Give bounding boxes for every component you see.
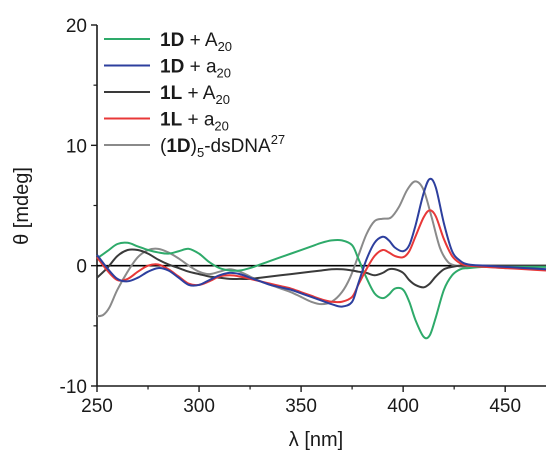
legend-label: 1D + a20	[160, 57, 231, 81]
series-line-1	[96, 238, 546, 340]
y-axis-label: θ [mdeg]	[11, 167, 33, 245]
x-tick-label: 250	[81, 396, 113, 417]
legend-label: (1D)5-dsDNA27	[160, 132, 285, 160]
legend-entry-1: 1D + A20	[104, 30, 232, 54]
x-tick-label: 300	[183, 396, 215, 417]
legend-label: 1L + a20	[160, 110, 229, 134]
series-line-2	[96, 177, 547, 308]
x-tick-label: 450	[489, 396, 521, 417]
axes: 250 300 350 400 450 -10 0 10 20	[60, 16, 546, 417]
y-tick-label: -10	[60, 377, 87, 398]
x-tick-label: 400	[387, 396, 419, 417]
legend-entry-2: 1D + a20	[104, 57, 231, 81]
x-axis-label: λ [nm]	[289, 429, 343, 451]
legend-entry-5: (1D)5-dsDNA27	[104, 132, 285, 160]
series-line-4	[96, 209, 547, 304]
series-line-5	[96, 180, 547, 318]
y-tick-label: 20	[66, 16, 87, 37]
legend-label: 1L + A20	[160, 83, 230, 107]
y-tick-label: 10	[66, 136, 87, 157]
y-tick-label: 0	[76, 257, 87, 278]
legend-entry-4: 1L + a20	[104, 110, 229, 134]
series-line-3	[96, 248, 546, 289]
x-tick-label: 350	[285, 396, 317, 417]
legend-label: 1D + A20	[160, 30, 232, 54]
series-lines	[96, 177, 547, 340]
legend-entry-3: 1L + A20	[104, 83, 230, 107]
